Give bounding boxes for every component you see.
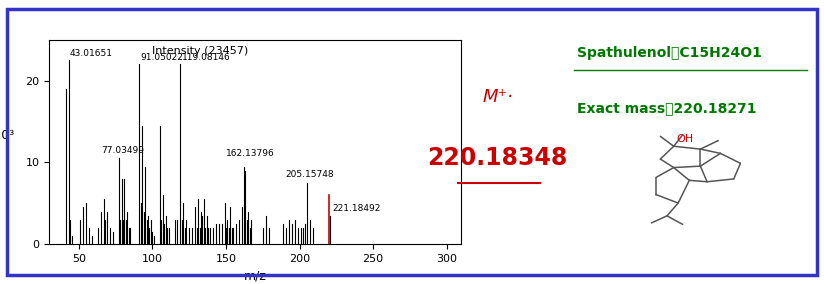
Text: Exact mass：220.18271: Exact mass：220.18271 <box>577 102 756 116</box>
Text: 119.08146: 119.08146 <box>182 53 231 62</box>
Text: Spathulenol：C15H24O1: Spathulenol：C15H24O1 <box>577 45 761 60</box>
Text: 220.18348: 220.18348 <box>428 146 568 170</box>
Y-axis label: x10³: x10³ <box>0 129 15 142</box>
X-axis label: m/z: m/z <box>244 270 267 283</box>
Text: Intensity (23457): Intensity (23457) <box>152 46 249 56</box>
Text: 221.18492: 221.18492 <box>332 204 381 213</box>
Text: M⁺·: M⁺· <box>482 88 513 106</box>
Text: 43.01651: 43.01651 <box>70 49 113 58</box>
Text: 91.05022: 91.05022 <box>141 53 184 62</box>
Text: 205.15748: 205.15748 <box>285 170 334 179</box>
Text: 77.03499: 77.03499 <box>101 146 144 155</box>
Text: 162.13796: 162.13796 <box>226 149 274 158</box>
Text: OH: OH <box>676 134 693 144</box>
